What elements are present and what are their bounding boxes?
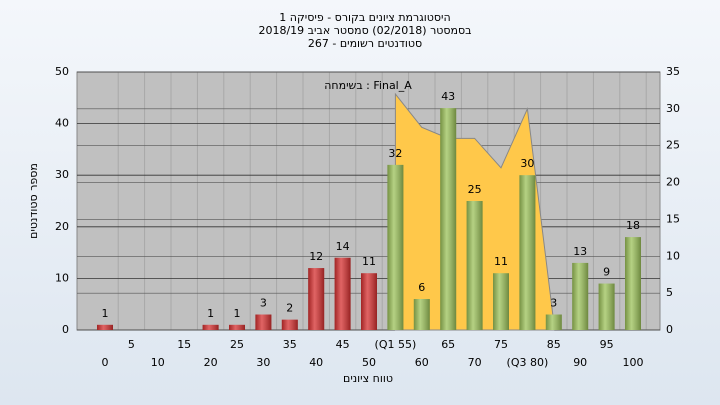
value-label: 32 xyxy=(388,147,402,160)
title-line: סטודנטים רשומים - 267 xyxy=(308,37,422,50)
value-label: 3 xyxy=(260,297,267,310)
value-label: 11 xyxy=(362,255,376,268)
y2-tick-label: 35 xyxy=(666,65,680,78)
x-tick-label: 60 xyxy=(415,356,429,369)
y2-tick-label: 25 xyxy=(666,139,680,152)
bar-shade xyxy=(625,237,641,330)
y-tick-label: 50 xyxy=(55,65,69,78)
x-axis-title: טווח ציונים xyxy=(343,372,393,385)
bar-shade xyxy=(334,257,351,330)
y-tick-label: 30 xyxy=(55,168,69,181)
value-label: 25 xyxy=(468,183,482,196)
value-label: 1 xyxy=(207,307,214,320)
y2-tick-label: 20 xyxy=(666,176,680,189)
x-tick-label: 70 xyxy=(468,356,482,369)
value-label: 3 xyxy=(550,297,557,310)
title-line: היסטוגרמת ציונים בקורס - פיסיקה 1 xyxy=(279,11,450,24)
x-tick-label: 10 xyxy=(151,356,165,369)
value-label: 12 xyxy=(309,250,323,263)
x-tick-label: 40 xyxy=(309,356,323,369)
annotation: בשימחה : Final_A xyxy=(324,79,412,92)
y-tick-label: 20 xyxy=(55,220,69,233)
value-label: 9 xyxy=(603,266,610,279)
bar-shade xyxy=(466,201,483,330)
x-tick-label: 75 xyxy=(494,338,508,351)
value-label: 43 xyxy=(441,90,455,103)
bar-shade xyxy=(545,314,562,330)
y2-tick-label: 30 xyxy=(666,102,680,115)
y-tick-label: 40 xyxy=(55,117,69,130)
bar-shade xyxy=(519,175,536,330)
x-tick-label: 100 xyxy=(623,356,644,369)
y-axis-title: מספר סטודנטים xyxy=(27,163,40,239)
bar-shade xyxy=(413,299,430,330)
x-tick-label: 30 xyxy=(256,356,270,369)
bar-shade xyxy=(572,262,589,330)
x-tick-label: 45 xyxy=(336,338,350,351)
bar-shade xyxy=(361,273,377,330)
x-tick-label: 25 xyxy=(230,338,244,351)
bar-shade xyxy=(387,164,404,330)
y2-tick-label: 5 xyxy=(666,286,673,299)
x-tick-label: (Q3 80) xyxy=(507,356,549,369)
value-label: 14 xyxy=(336,240,350,253)
bar-shade xyxy=(440,108,457,331)
value-label: 2 xyxy=(286,302,293,315)
bar-shade xyxy=(229,324,245,330)
value-label: 1 xyxy=(234,307,241,320)
bar-shade xyxy=(308,268,325,330)
bar-shade xyxy=(97,324,113,330)
x-tick-label: 5 xyxy=(128,338,135,351)
value-label: 11 xyxy=(494,255,508,268)
value-label: 6 xyxy=(418,281,425,294)
value-label: 1 xyxy=(102,307,109,320)
value-label: 13 xyxy=(573,245,587,258)
x-tick-label: 95 xyxy=(600,338,614,351)
bar-shade xyxy=(493,273,509,330)
title-line: בסמסטר (02/2018) סמסטר אביב 2018/19 xyxy=(258,24,471,37)
x-tick-label: 85 xyxy=(547,338,561,351)
x-tick-label: 15 xyxy=(177,338,191,351)
y2-tick-label: 0 xyxy=(666,323,673,336)
x-tick-label: 0 xyxy=(102,356,109,369)
bar-shade xyxy=(202,324,219,330)
y-tick-label: 0 xyxy=(62,323,69,336)
value-label: 18 xyxy=(626,219,640,232)
y2-tick-label: 10 xyxy=(666,249,680,262)
y2-tick-label: 15 xyxy=(666,212,680,225)
x-tick-label: 20 xyxy=(204,356,218,369)
y-tick-label: 10 xyxy=(55,271,69,284)
bar-shade xyxy=(255,314,272,330)
x-tick-label: 35 xyxy=(283,338,297,351)
x-tick-label: 50 xyxy=(362,356,376,369)
x-tick-label: 65 xyxy=(441,338,455,351)
bar-shade xyxy=(598,283,615,330)
x-tick-label: (Q1 55) xyxy=(375,338,417,351)
bar-shade xyxy=(281,319,298,330)
x-tick-label: 90 xyxy=(573,356,587,369)
value-label: 30 xyxy=(520,157,534,170)
